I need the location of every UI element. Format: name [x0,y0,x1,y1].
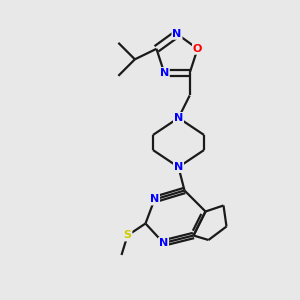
Text: N: N [160,68,169,78]
Text: N: N [150,194,159,205]
Text: O: O [193,44,202,54]
Text: N: N [174,162,183,172]
Text: N: N [172,29,182,39]
Text: S: S [124,230,131,241]
Text: N: N [159,238,168,248]
Text: N: N [174,113,183,123]
